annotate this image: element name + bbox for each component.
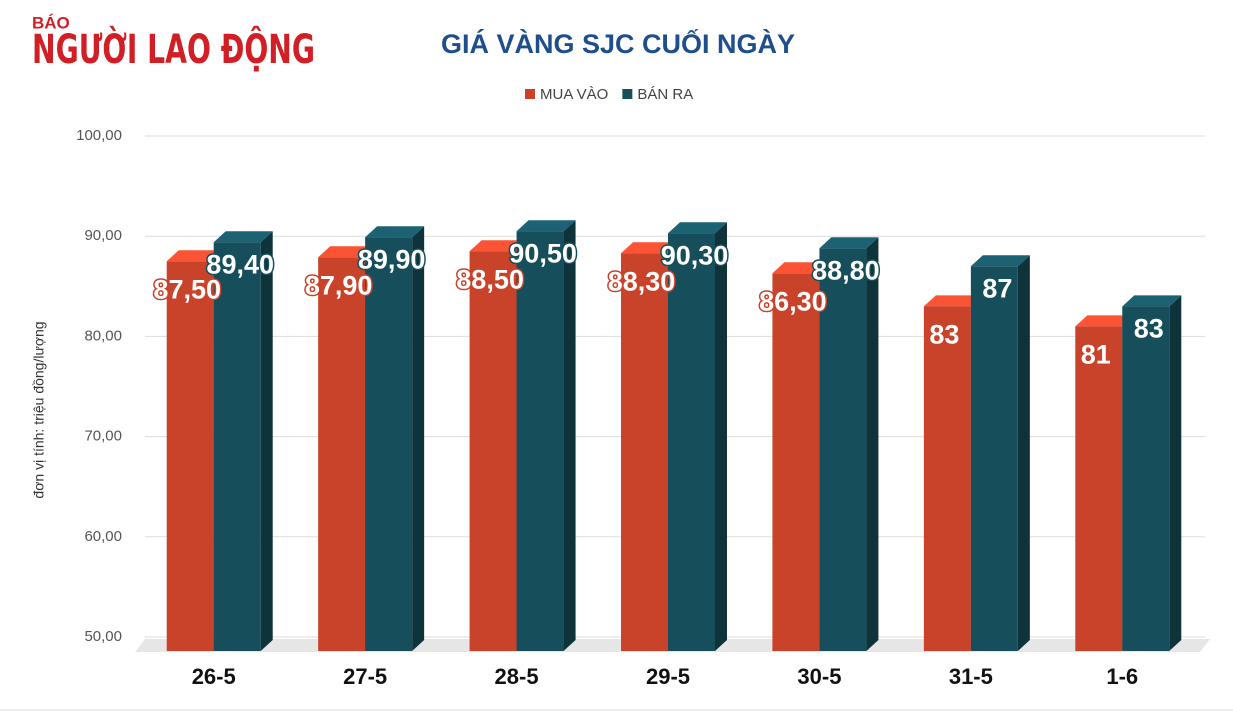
y-axis-label: đơn vị tính: triệu đồng/lượng <box>31 321 47 498</box>
bar-side <box>563 220 576 651</box>
legend-label: MUA VÀO <box>540 86 608 103</box>
y-tick-label: 100,00 <box>76 127 122 144</box>
x-tick-label: 26-5 <box>192 664 236 689</box>
value-label: 87,90 <box>305 270 373 300</box>
bar-top <box>970 255 1030 267</box>
x-tick-label: 28-5 <box>495 664 539 689</box>
value-label: 89,90 <box>358 244 426 274</box>
bar <box>819 248 867 651</box>
value-label: 90,50 <box>509 238 577 268</box>
legend-swatch <box>525 89 535 99</box>
bar <box>1075 326 1123 651</box>
bar-top <box>1075 315 1135 327</box>
bar <box>365 237 413 651</box>
bar <box>469 251 517 652</box>
bar-side <box>1169 295 1182 651</box>
bar <box>772 273 820 651</box>
y-tick-label: 60,00 <box>84 528 122 545</box>
y-tick-label: 80,00 <box>84 327 122 344</box>
value-label: 88,30 <box>608 266 676 296</box>
bar <box>1122 306 1170 651</box>
chart-title: GIÁ VÀNG SJC CUỐI NGÀY <box>441 27 795 59</box>
bar-side <box>715 222 727 651</box>
bar <box>970 266 1018 651</box>
value-label: 87,50 <box>153 274 221 304</box>
bar <box>516 231 564 651</box>
logo-small: BÁO <box>32 13 70 32</box>
bar-top <box>923 295 983 307</box>
bar-top <box>772 262 832 274</box>
logo-main: NGƯỜI LAO ĐỘNG <box>32 25 315 73</box>
bar-side <box>866 237 879 651</box>
bar-top <box>819 237 879 249</box>
legend-label: BÁN RA <box>637 86 693 103</box>
bar <box>318 257 366 651</box>
bar <box>923 306 971 651</box>
value-label: 83 <box>1134 313 1164 343</box>
y-tick-label: 70,00 <box>84 428 122 445</box>
x-tick-label: 29-5 <box>646 664 690 689</box>
bar-top <box>318 246 378 258</box>
bar <box>668 233 715 651</box>
bar-top <box>668 222 727 234</box>
x-tick-label: 30-5 <box>797 664 841 689</box>
value-label: 87 <box>982 273 1012 303</box>
bar-top <box>365 226 425 238</box>
bar-side <box>260 231 273 651</box>
value-label: 88,50 <box>456 264 524 294</box>
value-label: 89,40 <box>206 249 274 279</box>
value-label: 90,30 <box>661 240 729 270</box>
x-tick-label: 31-5 <box>949 664 993 689</box>
bar-top <box>213 231 273 243</box>
bar-side <box>412 226 425 651</box>
bar-top <box>1122 295 1182 307</box>
bar-top <box>621 242 680 254</box>
bar <box>166 261 214 651</box>
y-tick-label: 90,00 <box>84 227 122 244</box>
bar-side <box>1017 255 1030 651</box>
legend-swatch <box>622 89 633 99</box>
value-label: 81 <box>1081 340 1111 370</box>
bar-top <box>516 220 576 232</box>
x-tick-label: 27-5 <box>343 664 387 689</box>
value-label: 83 <box>929 319 959 349</box>
value-label: 86,30 <box>759 286 827 316</box>
x-tick-label: 1-6 <box>1106 664 1138 689</box>
value-label: 88,80 <box>812 255 880 285</box>
y-tick-label: 50,00 <box>84 628 122 645</box>
bar-top <box>469 240 529 252</box>
bar <box>621 253 668 651</box>
bar-top <box>166 250 226 262</box>
bar <box>213 242 261 651</box>
